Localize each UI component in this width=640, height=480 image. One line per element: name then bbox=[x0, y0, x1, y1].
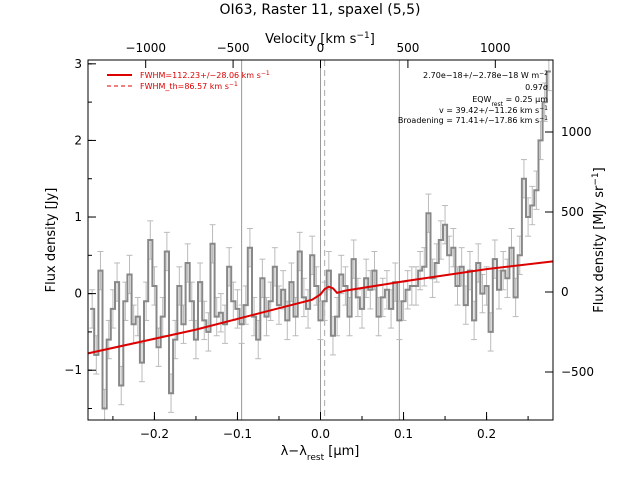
right-y-tick-label: 0 bbox=[561, 285, 569, 299]
x-axis-label: λ−λrest [μm] bbox=[281, 444, 360, 463]
reference-lines bbox=[241, 60, 400, 420]
legend-entry-fwhm-th: FWHM_th=86.57 km s−1 bbox=[140, 81, 238, 92]
y-tick-label: −1 bbox=[64, 363, 82, 377]
top-x-tick-label: −500 bbox=[217, 41, 250, 55]
annotation-sigma: 0.97σ bbox=[525, 83, 548, 92]
legend: FWHM=112.23+/−28.06 km s−1 FWHM_th=86.57… bbox=[107, 70, 270, 92]
legend-entry-fwhm: FWHM=112.23+/−28.06 km s−1 bbox=[140, 70, 270, 81]
x-tick-label: 0.2 bbox=[477, 427, 496, 441]
right-y-tick-label: −500 bbox=[561, 365, 594, 379]
fit-annotations: 2.70e−18+/−2.78e−18 W m−2 0.97σ EQWrest … bbox=[398, 70, 548, 126]
spectrum-step-line bbox=[90, 70, 551, 410]
y-axis-label: Flux density [Jy] bbox=[44, 188, 59, 293]
top-x-tick-label: 500 bbox=[396, 41, 419, 55]
annotation-flux: 2.70e−18+/−2.78e−18 W m−2 bbox=[423, 70, 548, 81]
annotation-broadening: Broadening = 71.41+/−17.86 km s−1 bbox=[398, 115, 548, 126]
axis-ticks: −0.2 −0.1 0.0 0.1 0.2 −1 0 1 2 3 −1000 −500 0 500 1000… bbox=[64, 41, 594, 441]
x-tick-label: −0.1 bbox=[223, 427, 252, 441]
right-axis-label: Flux density [MJy sr−1] bbox=[591, 167, 607, 312]
top-x-tick-label: −1000 bbox=[125, 41, 166, 55]
right-y-tick-label: 1000 bbox=[561, 125, 592, 139]
x-tick-label: −0.2 bbox=[140, 427, 169, 441]
top-x-tick-label: 0 bbox=[317, 41, 325, 55]
model-series bbox=[87, 260, 554, 355]
chart-title: OI63, Raster 11, spaxel (5,5) bbox=[220, 2, 421, 18]
plot-frame bbox=[87, 59, 554, 421]
annotation-velocity: v = 39.42+/−11.26 km s−1 bbox=[439, 105, 548, 116]
y-tick-label: 1 bbox=[74, 210, 82, 224]
spectrum-series bbox=[90, 70, 551, 410]
right-y-tick-label: 500 bbox=[561, 205, 584, 219]
y-tick-label: 0 bbox=[74, 287, 82, 301]
x-tick-label: 0.1 bbox=[394, 427, 413, 441]
model-fit-line bbox=[87, 260, 554, 355]
top-axis-label: Velocity [km s−1] bbox=[265, 31, 375, 47]
y-tick-label: 2 bbox=[74, 133, 82, 147]
x-tick-label: 0.0 bbox=[311, 427, 330, 441]
top-x-tick-label: 1000 bbox=[480, 41, 511, 55]
y-tick-label: 3 bbox=[74, 57, 82, 71]
